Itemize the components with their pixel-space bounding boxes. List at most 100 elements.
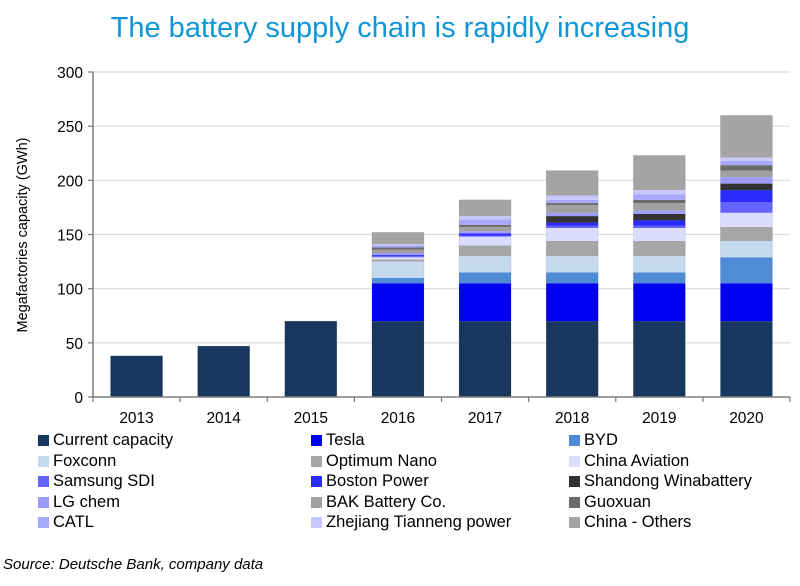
legend-swatch [311, 455, 322, 467]
bar-segment-boston-power [633, 220, 686, 226]
bar-segment-byd [720, 257, 773, 284]
bar-segment-boston-power [720, 190, 773, 202]
legend-item: China - Others [569, 513, 691, 532]
legend-item: Current capacity [38, 431, 173, 450]
source-note: Source: Deutsche Bank, company data [3, 556, 264, 573]
x-tick-label: 2014 [206, 410, 241, 427]
bar-segment-guoxuan [371, 247, 424, 250]
bar-segment-china-others [459, 199, 512, 217]
bar-segment-catl [633, 194, 686, 200]
bar-segment-current-capacity [197, 346, 250, 397]
legend-label: Current capacity [53, 431, 174, 449]
legend-swatch [38, 476, 49, 488]
legend-label: Samsung SDI [53, 472, 155, 491]
bar-segment-bak-battery-co [459, 226, 512, 232]
bar-segment-shandong-winabattery [720, 183, 773, 191]
bar-segment-china-others [633, 155, 686, 191]
legend-label: LG chem [53, 492, 120, 511]
legend-item: BAK Battery Co. [311, 493, 446, 512]
legend-item: China Aviation [569, 452, 689, 471]
bar-segment-current-capacity [284, 321, 337, 397]
bar-segment-bak-battery-co [546, 205, 599, 213]
bar-segment-byd [371, 277, 424, 284]
legend-label: BYD [584, 431, 618, 449]
bar-segment-optimum-nano [546, 241, 599, 257]
bar-segment-optimum-nano [459, 245, 512, 257]
bar-segment-lg-chem [546, 212, 599, 217]
bar-segment-zhejiang-tianneng-power [371, 244, 424, 246]
y-tick-label: 100 [57, 282, 83, 299]
legend-swatch [569, 455, 580, 467]
bar-segment-optimum-nano [633, 241, 686, 257]
bar-segment-boston-power [371, 255, 424, 257]
legend-label: Foxconn [53, 451, 117, 470]
bar-segment-china-aviation [459, 236, 512, 246]
bar-stack-2013 [110, 355, 164, 398]
bar-segment-zhejiang-tianneng-power [546, 195, 599, 200]
bar-segment-guoxuan [720, 165, 773, 171]
bar-segment-lg-chem [633, 210, 686, 214]
legend-swatch [38, 455, 49, 467]
bar-segment-zhejiang-tianneng-power [633, 190, 686, 195]
bar-segment-china-others [720, 115, 773, 158]
bar-segment-catl [546, 199, 599, 204]
bar-segment-foxconn [459, 256, 512, 273]
legend-swatch [311, 517, 322, 529]
bar-stack-2014 [197, 345, 251, 398]
bar-segment-byd [546, 272, 599, 284]
bar-segment-samsung-sdi [633, 225, 686, 228]
bar-segment-zhejiang-tianneng-power [459, 216, 512, 220]
x-tick-label: 2013 [119, 410, 153, 427]
legend-label: CATL [53, 513, 94, 532]
legend-swatch [38, 496, 49, 508]
bar-segment-current-capacity [633, 321, 686, 397]
bar-segment-china-others [371, 232, 424, 245]
legend-label: Guoxuan [584, 492, 651, 511]
legend-swatch [38, 517, 49, 529]
bar-segment-china-aviation [371, 257, 424, 260]
y-tick-label: 0 [74, 390, 83, 407]
legend-swatch [311, 476, 322, 488]
legend-swatch [311, 435, 322, 446]
bar-segment-optimum-nano [720, 226, 773, 241]
y-tick-label: 250 [57, 119, 83, 136]
bar-segment-catl [459, 219, 512, 225]
legend-item: Optimum Nano [311, 452, 437, 471]
legend-label: Shandong Winabattery [584, 472, 752, 491]
bar-segment-samsung-sdi [459, 235, 512, 237]
bar-segment-guoxuan [633, 199, 686, 204]
bar-segment-china-aviation [633, 228, 686, 241]
legend-swatch [569, 476, 580, 488]
x-tick-label: 2016 [381, 410, 415, 427]
bar-stack-2016 [371, 231, 425, 398]
bar-segment-samsung-sdi [371, 256, 424, 258]
x-tick-label: 2018 [555, 410, 589, 427]
bar-segment-catl [720, 160, 773, 166]
bar-stack-2015 [284, 320, 338, 398]
bar-segment-tesla [546, 283, 599, 322]
bar-segment-samsung-sdi [720, 202, 773, 213]
bar-segment-tesla [720, 283, 773, 322]
y-tick-label: 300 [57, 65, 83, 82]
legend-item: Zhejiang Tianneng power [311, 513, 511, 532]
bar-segment-optimum-nano [371, 259, 424, 262]
y-axis-label: Megafactories capacity (GWh) [15, 137, 31, 332]
x-tick-label: 2017 [468, 410, 502, 427]
legend-item: LG chem [38, 493, 120, 512]
bar-segment-boston-power [546, 222, 599, 226]
legend-label: Zhejiang Tianneng power [326, 513, 512, 532]
y-tick-label: 50 [66, 336, 84, 353]
bar-segment-lg-chem [459, 231, 512, 234]
legend-swatch [38, 435, 49, 446]
legend-label: China Aviation [584, 451, 690, 470]
bar-segment-guoxuan [546, 203, 599, 206]
bar-segment-current-capacity [459, 321, 512, 397]
legend-label: China - Others [584, 513, 692, 532]
legend-label: Optimum Nano [326, 451, 437, 470]
y-tick-label: 150 [57, 228, 83, 245]
legend-swatch [569, 435, 580, 446]
legend-swatch [569, 517, 580, 529]
x-tick-label: 2020 [729, 410, 764, 427]
bar-segment-shandong-winabattery [546, 216, 599, 223]
chart-plot: 0 50 100 150 200 250 300 2013 2014 2015 2016 2017 20… [15, 65, 791, 427]
